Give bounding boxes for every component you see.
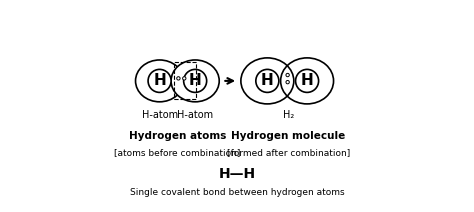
Text: H: H [153, 73, 166, 88]
Text: Hydrogen molecule: Hydrogen molecule [231, 131, 346, 141]
Ellipse shape [241, 58, 294, 104]
Text: H₂: H₂ [283, 110, 294, 120]
Circle shape [286, 73, 289, 77]
Text: H: H [189, 73, 201, 88]
Text: H—H: H—H [219, 167, 255, 181]
Circle shape [182, 77, 186, 80]
Text: H: H [261, 73, 273, 88]
Circle shape [177, 77, 180, 80]
Circle shape [148, 69, 171, 92]
Ellipse shape [136, 60, 183, 102]
Circle shape [286, 81, 289, 84]
Text: Single covalent bond between hydrogen atoms: Single covalent bond between hydrogen at… [130, 188, 344, 197]
Ellipse shape [171, 60, 219, 102]
Text: H: H [301, 73, 313, 88]
Text: Hydrogen atoms: Hydrogen atoms [128, 131, 226, 141]
Circle shape [183, 69, 207, 92]
Text: [atoms before combination]: [atoms before combination] [114, 149, 241, 158]
Text: H-atom: H-atom [142, 110, 178, 120]
Text: H-atom: H-atom [177, 110, 213, 120]
Text: [formed after combination]: [formed after combination] [227, 149, 350, 158]
Bar [173, 62, 196, 99]
Circle shape [296, 69, 319, 92]
Circle shape [256, 69, 279, 92]
